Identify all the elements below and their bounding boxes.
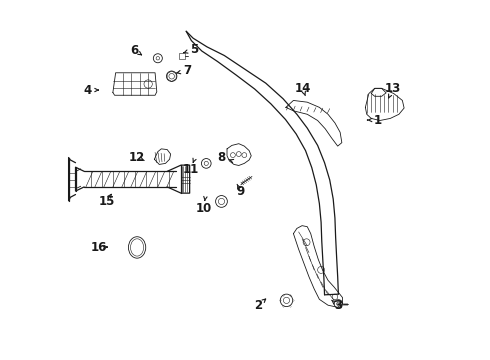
Text: 7: 7	[183, 64, 192, 77]
Text: 11: 11	[182, 163, 198, 176]
Text: 10: 10	[196, 202, 212, 215]
Text: 8: 8	[218, 150, 226, 163]
Text: 1: 1	[374, 113, 382, 126]
Circle shape	[156, 57, 160, 60]
Text: 5: 5	[190, 43, 198, 56]
Text: 3: 3	[334, 299, 342, 312]
Text: 9: 9	[237, 185, 245, 198]
Text: 12: 12	[129, 150, 145, 163]
Text: 13: 13	[385, 82, 401, 95]
Text: 16: 16	[91, 240, 107, 253]
Text: 4: 4	[83, 84, 92, 96]
Text: 2: 2	[255, 299, 263, 312]
Circle shape	[204, 161, 208, 166]
Text: 6: 6	[130, 44, 139, 57]
Text: 14: 14	[294, 82, 311, 95]
Text: 15: 15	[98, 195, 115, 208]
